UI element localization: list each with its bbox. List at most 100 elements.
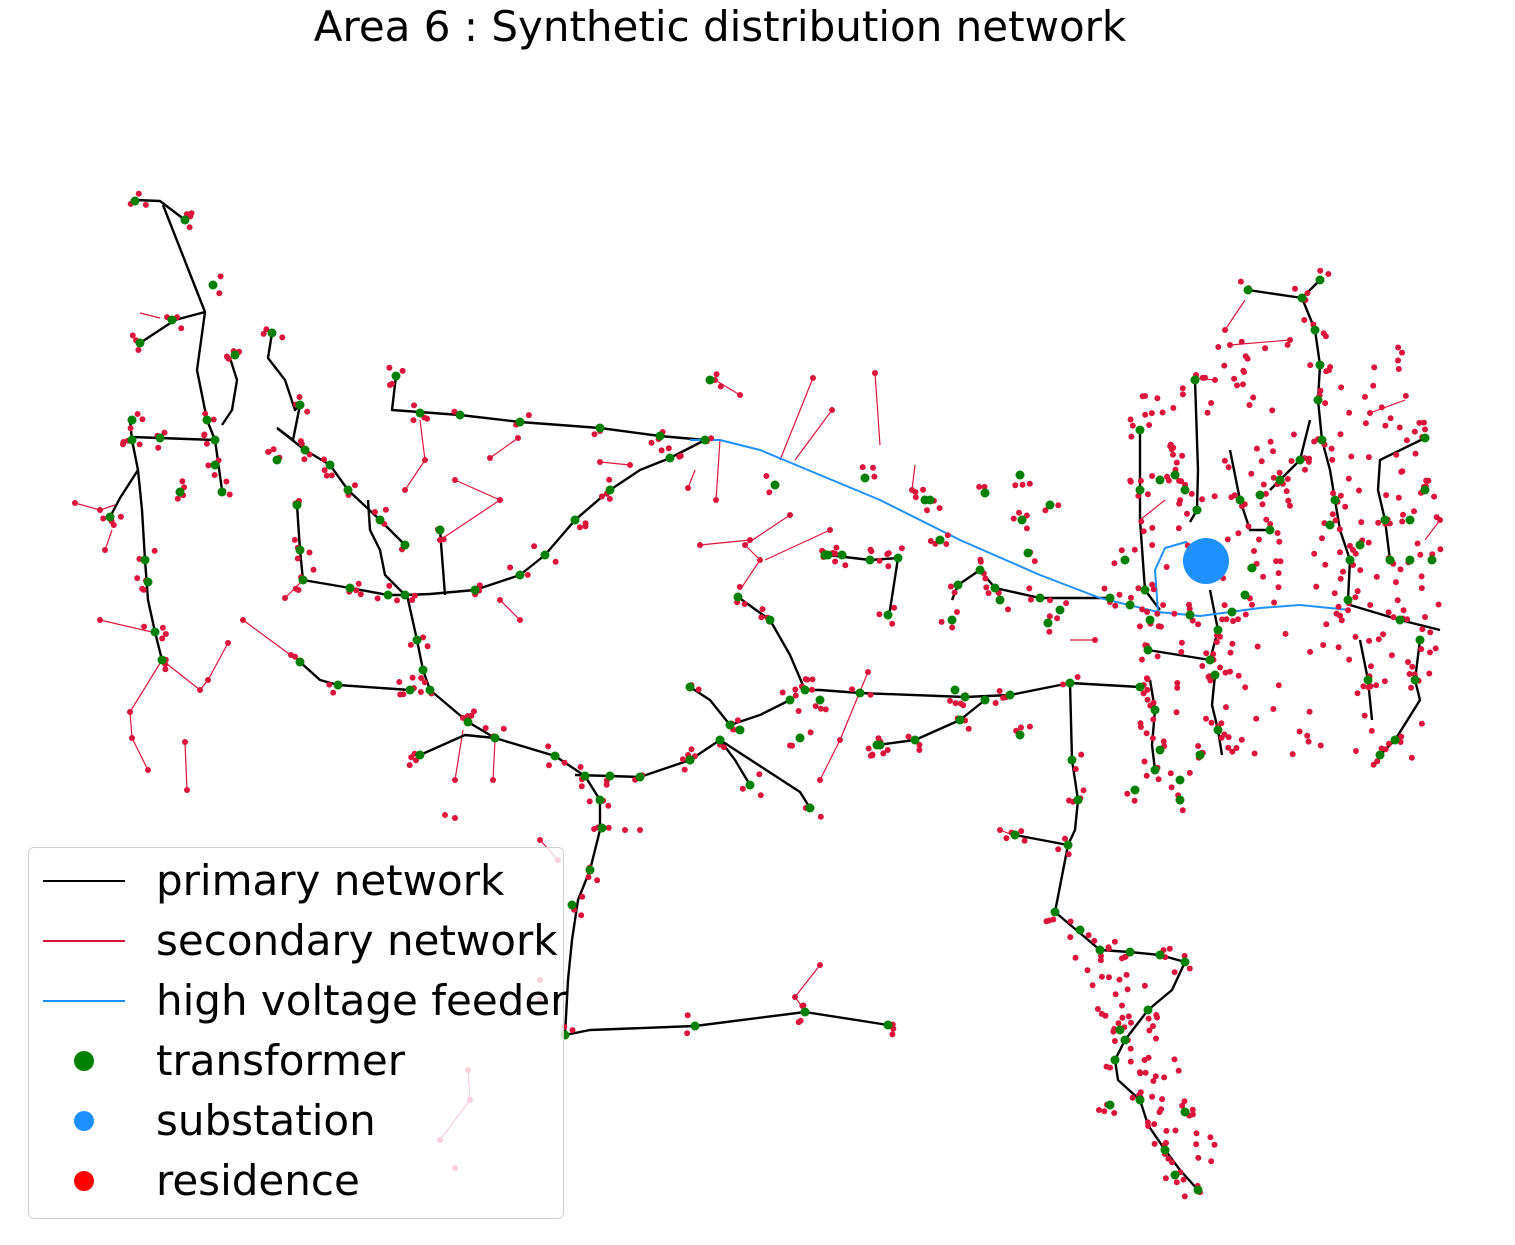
- residence-dot: [920, 486, 927, 493]
- transformer-dot: [1135, 1095, 1145, 1105]
- residence-dot: [1127, 1058, 1134, 1065]
- residence-dot: [142, 201, 149, 208]
- residence-dot: [884, 747, 891, 753]
- residence-dot: [792, 994, 798, 1000]
- residence-dot: [129, 735, 135, 741]
- transformer-dot: [765, 615, 775, 625]
- residence-dot: [1153, 1012, 1160, 1018]
- residence-dot: [410, 417, 417, 424]
- secondary-line: [184, 741, 188, 791]
- residence-dot: [1222, 669, 1229, 676]
- transformer-dot: [1115, 1025, 1125, 1035]
- transformer-dot: [1193, 1185, 1203, 1195]
- residence-dot: [957, 700, 964, 707]
- residence-dot: [741, 601, 748, 607]
- transformer-dot: [1075, 925, 1085, 935]
- residence-dot: [1203, 715, 1209, 722]
- transformer-dot: [127, 415, 137, 425]
- primary-line: [564, 1010, 889, 1037]
- residence-dot: [1208, 400, 1215, 406]
- residence-dot: [1224, 536, 1231, 543]
- residence-dot: [120, 441, 126, 448]
- residence-dot: [1154, 610, 1161, 617]
- residence-dot: [1211, 1141, 1218, 1148]
- transformer-dot: [150, 627, 160, 637]
- residence-dot: [1144, 696, 1151, 703]
- transformer-dot: [1105, 1100, 1115, 1110]
- residence-dot: [912, 494, 919, 501]
- transformer-dot: [1045, 500, 1055, 510]
- residence-dot: [162, 666, 169, 673]
- residence-dot: [865, 669, 871, 675]
- diagram-title: Area 6 : Synthetic distribution network: [313, 2, 1127, 51]
- residence-dot: [1146, 422, 1153, 428]
- residence-dot: [1118, 547, 1125, 554]
- residence-dot: [1311, 550, 1318, 557]
- residence-dot: [1337, 549, 1343, 556]
- transformer-dot: [1180, 1107, 1190, 1117]
- transformer-dot: [1390, 735, 1400, 745]
- transformer-dot: [1065, 678, 1075, 688]
- residence-dot: [1222, 327, 1228, 333]
- residence-dot: [1405, 659, 1411, 665]
- transformer-dot: [1427, 555, 1437, 565]
- residence-dot: [1352, 633, 1359, 640]
- residence-dot: [1107, 1064, 1114, 1071]
- residence-dot: [756, 771, 763, 778]
- residence-dot: [1193, 1141, 1200, 1148]
- residence-dot: [787, 512, 793, 518]
- transformer-dot: [135, 338, 145, 348]
- transformer-dot: [800, 685, 810, 695]
- secondary-line: [161, 642, 229, 691]
- feeder-line: [690, 439, 1351, 617]
- residence-dot: [713, 371, 720, 378]
- transformer-dot: [375, 515, 385, 525]
- transformer-dot: [1105, 593, 1115, 603]
- residence-dot: [837, 737, 843, 743]
- transformer-dot: [1410, 675, 1420, 685]
- transformer-dot: [1190, 375, 1200, 385]
- transformer-dot: [425, 685, 435, 695]
- transformer-dot: [865, 555, 875, 565]
- residence-dot: [517, 617, 523, 623]
- residence-dot: [223, 478, 230, 485]
- residence-dot: [306, 549, 313, 556]
- residence-dot: [1175, 1067, 1182, 1074]
- residence-dot: [1066, 797, 1072, 804]
- residence-dot: [1005, 606, 1011, 613]
- transformer-dot: [1120, 1035, 1130, 1045]
- residence-dot: [1152, 1073, 1159, 1080]
- residence-dot: [713, 497, 719, 503]
- transformer-dot: [1363, 675, 1373, 685]
- transformer-dot: [1095, 945, 1105, 955]
- residence-dot: [1195, 743, 1202, 749]
- residence-dot: [1338, 384, 1345, 391]
- transformer-dot: [1035, 593, 1045, 603]
- residence-dot: [1162, 1175, 1169, 1182]
- transformer-dot: [1420, 433, 1430, 443]
- residence-dot: [1171, 1056, 1178, 1063]
- residence-dot: [1385, 609, 1392, 616]
- residence-dot: [867, 691, 874, 698]
- residence-dot: [1074, 674, 1081, 680]
- residence-dot: [1340, 568, 1346, 575]
- residence-dot: [201, 432, 208, 439]
- residence-dot: [1411, 428, 1418, 435]
- transformer-dot: [1110, 1055, 1120, 1065]
- transformer-dot: [130, 196, 140, 206]
- residence-dot: [1154, 653, 1161, 660]
- residence-dot: [1362, 420, 1369, 427]
- residence-dot: [155, 444, 162, 451]
- residence-dot: [871, 473, 878, 480]
- residence-dot: [842, 562, 849, 569]
- residence-dot: [1094, 1006, 1101, 1012]
- residence-dot: [1173, 1179, 1180, 1186]
- residence-dot: [1404, 616, 1411, 623]
- transformer-dot: [883, 610, 893, 620]
- residence-dot: [1361, 712, 1368, 719]
- transformer-dot: [837, 550, 847, 560]
- residence-dot: [1287, 337, 1293, 343]
- residence-dot: [1221, 602, 1228, 609]
- residence-dot: [1348, 453, 1355, 460]
- primary-line: [161, 204, 224, 491]
